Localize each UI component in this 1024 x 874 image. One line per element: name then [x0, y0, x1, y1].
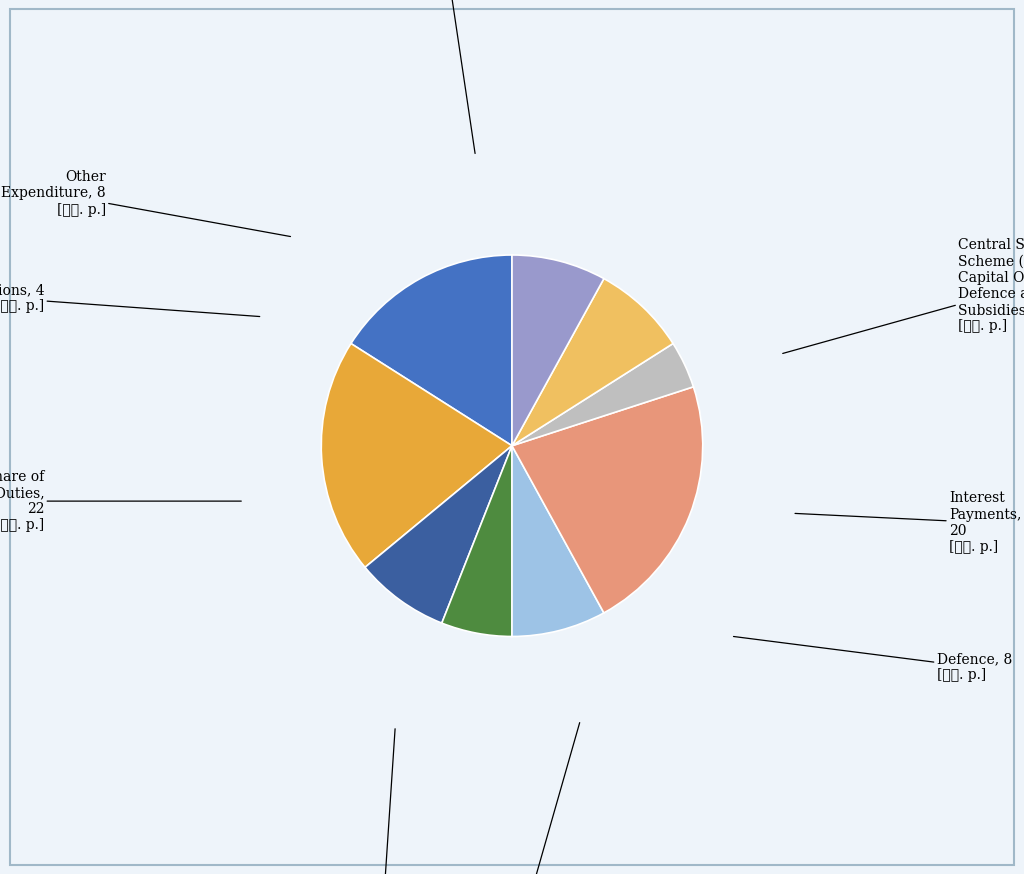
- Wedge shape: [365, 446, 512, 623]
- Text: Centrally
Sponsored
Scheme, 8
[पै. p.]: Centrally Sponsored Scheme, 8 [पै. p.]: [407, 0, 482, 154]
- Wedge shape: [322, 343, 512, 567]
- Text: Interest
Payments,
20
[पै. p.]: Interest Payments, 20 [पै. p.]: [795, 491, 1021, 554]
- Wedge shape: [512, 279, 673, 446]
- Text: Other
Expenditure, 8
[पै. p.]: Other Expenditure, 8 [पै. p.]: [1, 170, 291, 237]
- FancyBboxPatch shape: [10, 9, 1014, 865]
- Text: Defence, 8
[पै. p.]: Defence, 8 [पै. p.]: [733, 636, 1012, 683]
- Text: Central Sector
Scheme (excluding
Capital Outlay on
Defence and Major
Subsidies),: Central Sector Scheme (excluding Capital…: [782, 238, 1024, 353]
- Wedge shape: [441, 446, 512, 636]
- Text: Major Subsidies,
6
[पै. p.]: Major Subsidies, 6 [पै. p.]: [468, 723, 587, 874]
- Wedge shape: [512, 343, 693, 446]
- Text: Pensions, 4
[पै. p.]: Pensions, 4 [पै. p.]: [0, 283, 260, 316]
- Wedge shape: [512, 446, 604, 636]
- Wedge shape: [351, 255, 512, 446]
- Wedge shape: [512, 387, 702, 613]
- Wedge shape: [512, 255, 604, 446]
- Text: State Share of
Taxes & Duties,
22
[पै. p.]: State Share of Taxes & Duties, 22 [पै. p…: [0, 470, 242, 532]
- Text: Finance
Commission &
Other transfers, 8
[पै. p.]: Finance Commission & Other transfers, 8 …: [319, 729, 446, 874]
